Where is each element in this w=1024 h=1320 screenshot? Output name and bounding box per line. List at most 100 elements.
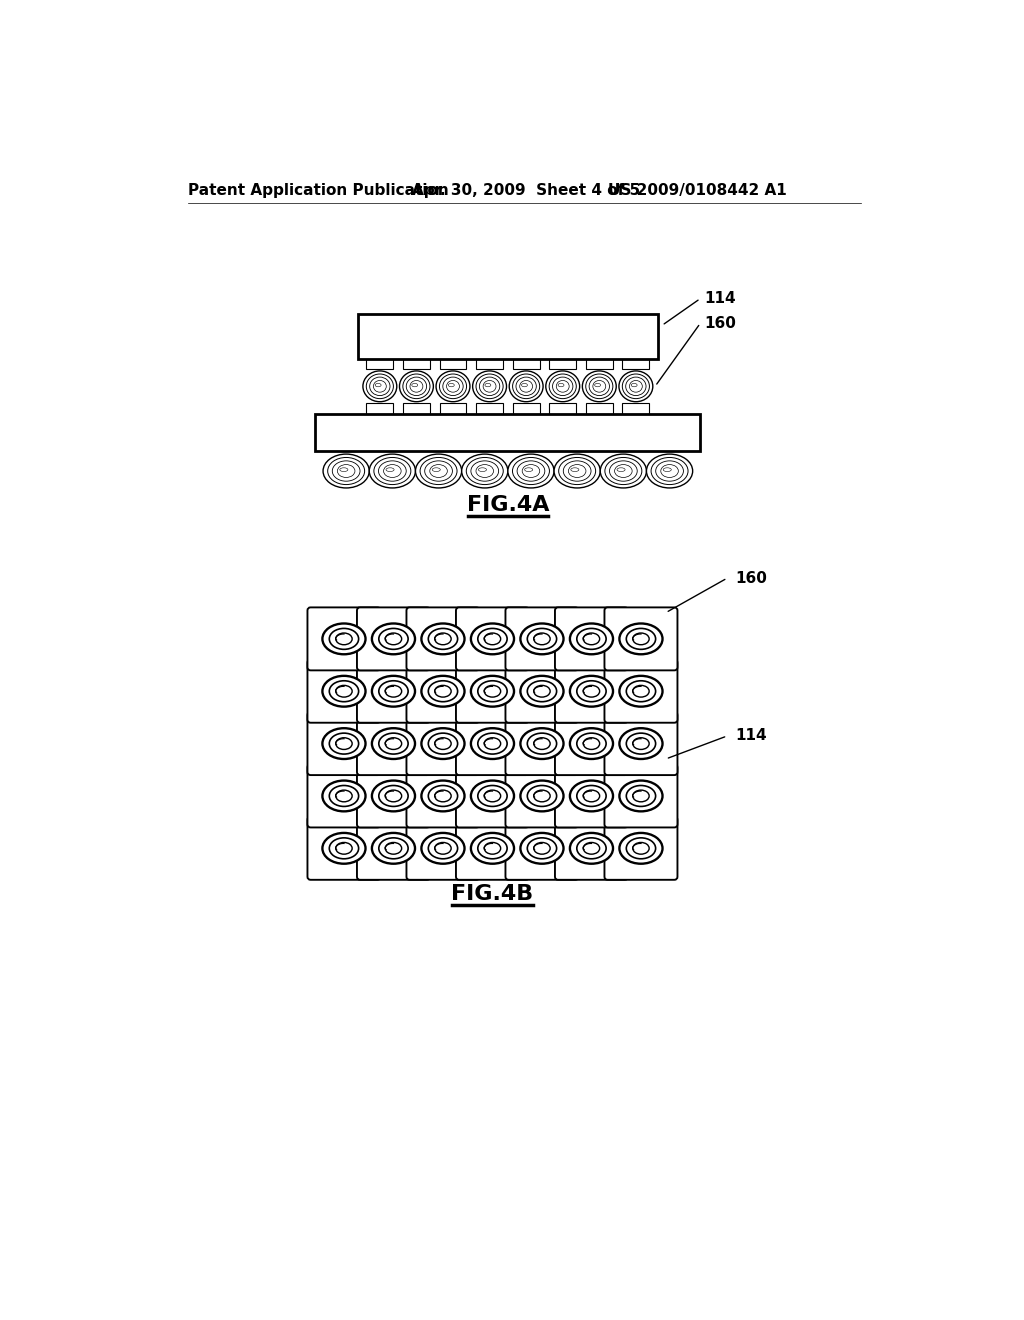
FancyBboxPatch shape [407, 607, 479, 671]
Text: 160: 160 [705, 315, 736, 331]
Ellipse shape [422, 833, 465, 863]
Ellipse shape [646, 454, 692, 488]
Ellipse shape [620, 623, 663, 655]
Text: 114: 114 [735, 729, 767, 743]
Bar [319, 612, 666, 875]
Ellipse shape [323, 623, 366, 655]
Bar [439, 359, 467, 370]
FancyBboxPatch shape [604, 817, 678, 880]
Ellipse shape [620, 729, 663, 759]
Ellipse shape [570, 780, 613, 812]
Ellipse shape [422, 780, 465, 812]
Text: Apr. 30, 2009  Sheet 4 of 5: Apr. 30, 2009 Sheet 4 of 5 [412, 183, 640, 198]
Ellipse shape [471, 676, 514, 706]
Ellipse shape [471, 780, 514, 812]
FancyBboxPatch shape [407, 764, 479, 828]
Bar [367, 404, 393, 414]
Bar [476, 404, 503, 414]
Ellipse shape [620, 780, 663, 812]
Text: US 2009/0108442 A1: US 2009/0108442 A1 [608, 183, 786, 198]
Ellipse shape [436, 371, 470, 401]
FancyBboxPatch shape [307, 607, 381, 671]
Ellipse shape [520, 676, 563, 706]
Ellipse shape [618, 371, 653, 401]
FancyBboxPatch shape [604, 764, 678, 828]
Bar [367, 359, 393, 370]
FancyBboxPatch shape [555, 764, 628, 828]
Ellipse shape [323, 833, 366, 863]
Bar [439, 404, 467, 414]
Ellipse shape [399, 371, 433, 401]
Ellipse shape [372, 833, 415, 863]
Ellipse shape [554, 454, 600, 488]
Text: Patent Application Publication: Patent Application Publication [188, 183, 450, 198]
FancyBboxPatch shape [555, 607, 628, 671]
Ellipse shape [473, 371, 507, 401]
Bar [476, 359, 503, 370]
FancyBboxPatch shape [506, 660, 579, 723]
Ellipse shape [416, 454, 462, 488]
Ellipse shape [520, 833, 563, 863]
Text: 160: 160 [735, 570, 767, 586]
Ellipse shape [372, 780, 415, 812]
Bar [513, 359, 540, 370]
FancyBboxPatch shape [456, 817, 529, 880]
FancyBboxPatch shape [555, 660, 628, 723]
Ellipse shape [471, 623, 514, 655]
Ellipse shape [372, 729, 415, 759]
Ellipse shape [570, 676, 613, 706]
Ellipse shape [570, 833, 613, 863]
FancyBboxPatch shape [604, 607, 678, 671]
Ellipse shape [372, 623, 415, 655]
FancyBboxPatch shape [357, 711, 430, 775]
Bar [623, 359, 649, 370]
Ellipse shape [509, 371, 543, 401]
Ellipse shape [422, 676, 465, 706]
Ellipse shape [520, 729, 563, 759]
FancyBboxPatch shape [604, 660, 678, 723]
Ellipse shape [422, 623, 465, 655]
Bar [623, 404, 649, 414]
FancyBboxPatch shape [456, 607, 529, 671]
Ellipse shape [546, 371, 580, 401]
FancyBboxPatch shape [307, 660, 381, 723]
Ellipse shape [600, 454, 646, 488]
FancyBboxPatch shape [555, 711, 628, 775]
FancyBboxPatch shape [407, 660, 479, 723]
Ellipse shape [362, 371, 396, 401]
Bar [315, 414, 700, 451]
Bar [549, 404, 577, 414]
Ellipse shape [570, 729, 613, 759]
Ellipse shape [372, 676, 415, 706]
FancyBboxPatch shape [555, 817, 628, 880]
FancyBboxPatch shape [506, 711, 579, 775]
FancyBboxPatch shape [506, 764, 579, 828]
Ellipse shape [323, 676, 366, 706]
FancyBboxPatch shape [307, 711, 381, 775]
FancyBboxPatch shape [357, 764, 430, 828]
Bar [403, 359, 430, 370]
FancyBboxPatch shape [506, 817, 579, 880]
FancyBboxPatch shape [357, 660, 430, 723]
FancyBboxPatch shape [456, 711, 529, 775]
FancyBboxPatch shape [604, 711, 678, 775]
Bar [586, 404, 612, 414]
Ellipse shape [462, 454, 508, 488]
Bar [357, 314, 658, 359]
FancyBboxPatch shape [407, 711, 479, 775]
Ellipse shape [583, 371, 616, 401]
FancyBboxPatch shape [506, 607, 579, 671]
Ellipse shape [520, 623, 563, 655]
Ellipse shape [620, 676, 663, 706]
Ellipse shape [370, 454, 416, 488]
Text: FIG.4B: FIG.4B [452, 884, 534, 904]
FancyBboxPatch shape [456, 764, 529, 828]
Ellipse shape [323, 729, 366, 759]
FancyBboxPatch shape [307, 764, 381, 828]
Ellipse shape [570, 623, 613, 655]
Ellipse shape [323, 780, 366, 812]
FancyBboxPatch shape [456, 660, 529, 723]
Ellipse shape [471, 833, 514, 863]
Text: 114: 114 [705, 290, 736, 306]
Bar [549, 359, 577, 370]
